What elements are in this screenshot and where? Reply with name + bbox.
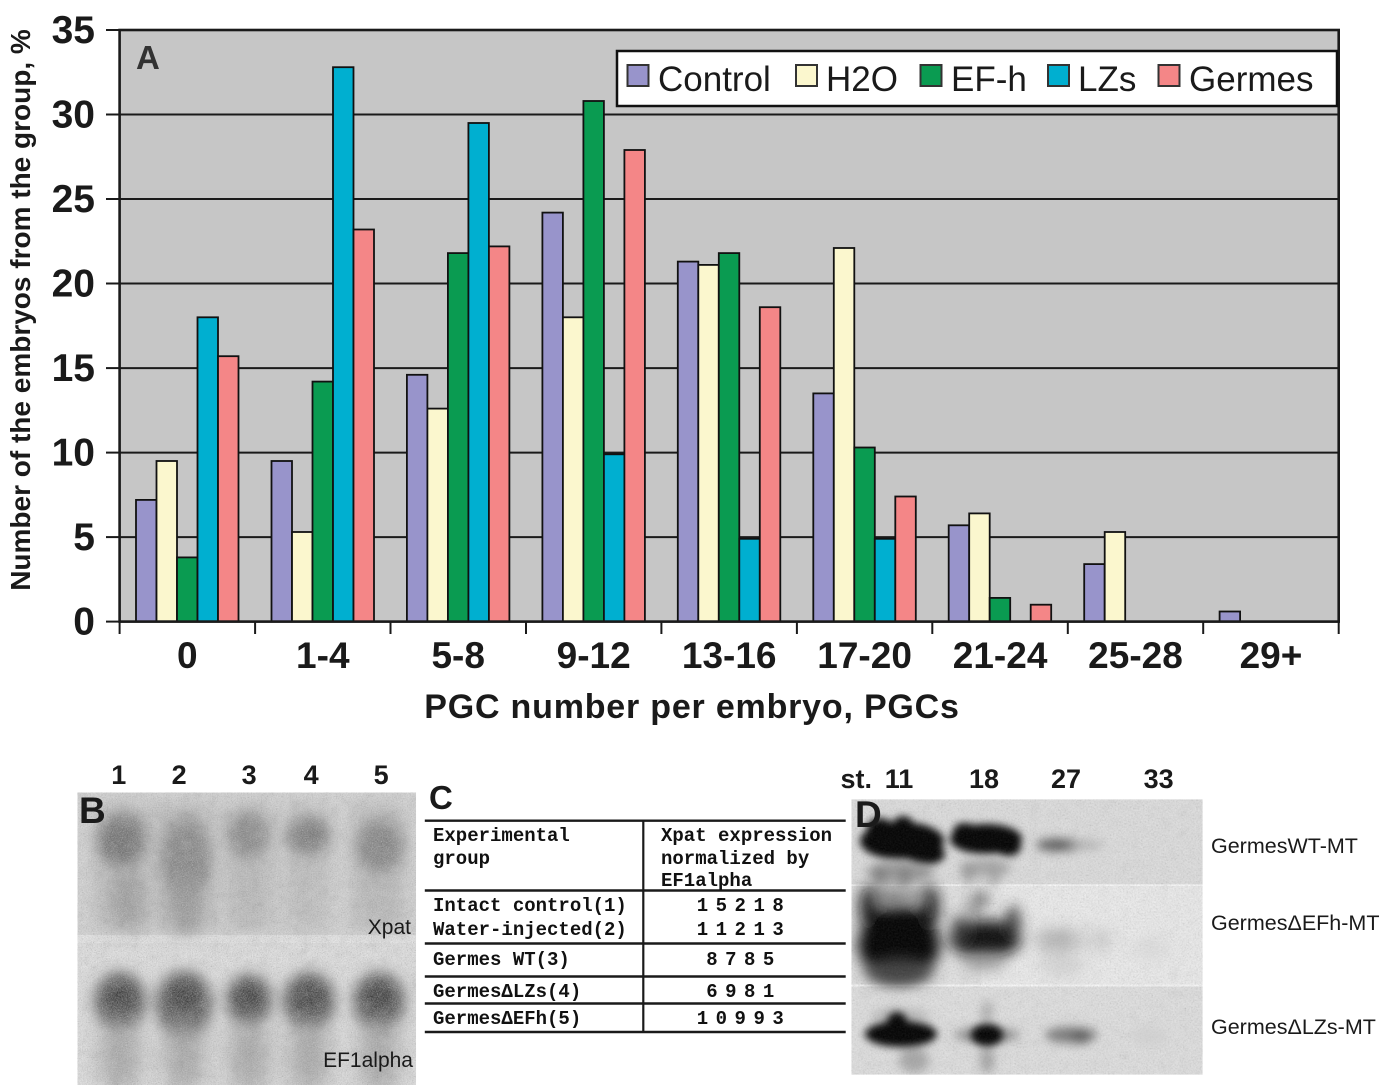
svg-text:EF-h: EF-h <box>951 60 1027 99</box>
svg-text:Germes: Germes <box>1189 60 1313 99</box>
svg-text:normalized by: normalized by <box>661 848 810 870</box>
svg-text:15218: 15218 <box>697 895 792 917</box>
svg-text:D: D <box>855 794 882 835</box>
svg-text:13-16: 13-16 <box>682 635 777 676</box>
svg-text:GermesWT-MT: GermesWT-MT <box>1211 834 1358 858</box>
svg-text:EF1alpha: EF1alpha <box>323 1049 413 1072</box>
svg-text:35: 35 <box>52 9 95 52</box>
svg-text:10: 10 <box>52 432 95 475</box>
svg-text:27: 27 <box>1051 764 1081 794</box>
svg-text:1-4: 1-4 <box>296 635 350 676</box>
svg-text:H2O: H2O <box>826 60 898 99</box>
svg-text:st.: st. <box>840 764 872 794</box>
svg-text:0: 0 <box>177 635 198 676</box>
svg-text:B: B <box>79 790 106 831</box>
svg-text:20: 20 <box>52 263 95 306</box>
svg-text:Water-injected(2): Water-injected(2) <box>433 919 627 941</box>
svg-text:18: 18 <box>969 764 999 794</box>
svg-text:10993: 10993 <box>697 1008 792 1030</box>
svg-text:11213: 11213 <box>697 919 792 941</box>
svg-text:GermesΔLZs(4): GermesΔLZs(4) <box>433 981 581 1003</box>
svg-text:5: 5 <box>374 760 389 790</box>
svg-text:0: 0 <box>73 601 95 644</box>
svg-text:GermesΔEFh(5): GermesΔEFh(5) <box>433 1008 581 1030</box>
svg-text:1: 1 <box>111 760 126 790</box>
svg-text:11: 11 <box>885 764 914 794</box>
svg-text:GermesΔLZs-MT: GermesΔLZs-MT <box>1211 1015 1376 1039</box>
svg-text:PGC number per embryo, PGCs: PGC number per embryo, PGCs <box>424 688 960 726</box>
svg-text:9-12: 9-12 <box>557 635 631 676</box>
svg-text:Control: Control <box>658 60 771 99</box>
svg-text:2: 2 <box>172 760 187 790</box>
svg-text:17-20: 17-20 <box>817 635 912 676</box>
svg-text:15: 15 <box>52 347 95 390</box>
svg-text:3: 3 <box>242 760 257 790</box>
svg-text:4: 4 <box>304 760 319 790</box>
svg-text:A: A <box>136 39 160 76</box>
svg-text:8785: 8785 <box>706 949 782 971</box>
svg-text:29+: 29+ <box>1240 635 1303 676</box>
svg-text:group: group <box>433 848 490 870</box>
svg-text:25: 25 <box>52 178 95 221</box>
svg-text:5-8: 5-8 <box>431 635 484 676</box>
svg-text:GermesΔEFh-MT: GermesΔEFh-MT <box>1211 911 1379 935</box>
svg-text:6981: 6981 <box>706 981 782 1003</box>
svg-text:Number of the embryos from the: Number of the embryos from the group, % <box>5 29 36 591</box>
svg-text:Xpat expression: Xpat expression <box>661 825 832 847</box>
svg-text:Intact control(1): Intact control(1) <box>433 895 627 917</box>
svg-text:Xpat: Xpat <box>368 916 411 939</box>
svg-text:30: 30 <box>52 94 95 137</box>
svg-text:33: 33 <box>1144 764 1174 794</box>
svg-text:Experimental: Experimental <box>433 825 570 847</box>
svg-text:LZs: LZs <box>1078 60 1136 99</box>
svg-text:21-24: 21-24 <box>953 635 1048 676</box>
svg-text:5: 5 <box>73 516 95 559</box>
svg-text:25-28: 25-28 <box>1088 635 1183 676</box>
svg-text:C: C <box>429 779 453 816</box>
svg-text:Germes WT(3): Germes WT(3) <box>433 949 570 971</box>
svg-text:EF1alpha: EF1alpha <box>661 870 752 892</box>
